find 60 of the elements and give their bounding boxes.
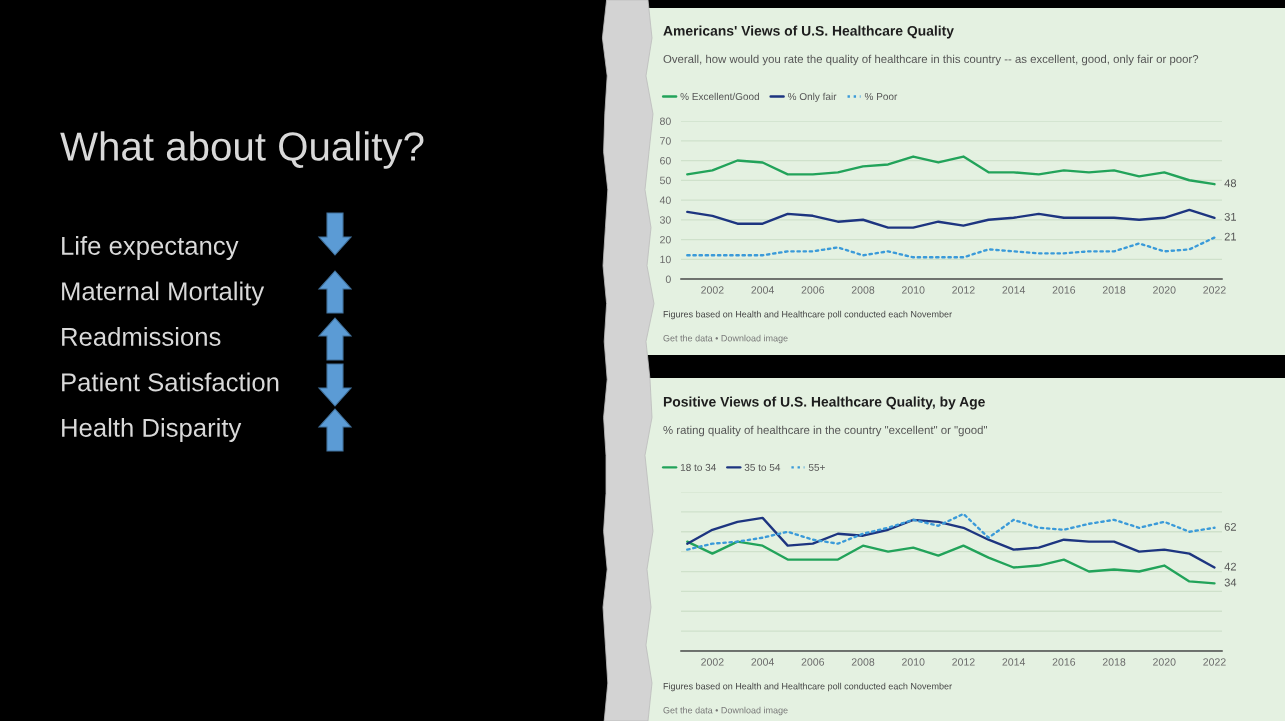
legend-label: 35 to 54 — [744, 463, 781, 471]
data-label: 31 — [1224, 212, 1237, 221]
x-tick-label: 2020 — [1153, 658, 1176, 666]
text: What about Quality? — [60, 131, 424, 169]
x-tick-label: 2022 — [1203, 658, 1226, 666]
y-tick-label: 50 — [659, 176, 671, 185]
y-tick-label: 80 — [660, 117, 671, 125]
y-tick-label: 40 — [659, 196, 671, 204]
x-tick-label: 2012 — [952, 286, 975, 294]
text: Life expectancy — [62, 236, 239, 260]
x-tick-label: 2012 — [952, 658, 975, 666]
text: Health Disparity — [62, 418, 242, 442]
line-series — [686, 208, 1216, 229]
chart-subtitle: % rating quality of healthcare in the country "excellent" or "good" — [663, 425, 988, 437]
legend-label: % Only fair — [787, 92, 837, 103]
y-tick-label: 10 — [660, 255, 671, 264]
chart-subtitle: Overall, how would you rate the quality of healthcare in this country -- as excellent, good, only fair or poor? — [663, 54, 1199, 66]
legend-label: 18 to 34 — [680, 463, 716, 471]
x-tick-label: 2016 — [1052, 658, 1076, 666]
x-tick-label: 2010 — [902, 286, 925, 294]
x-tick-label: 2016 — [1052, 286, 1076, 294]
chart-title: Positive Views of U.S. Healthcare Quality, by Age — [663, 396, 985, 410]
x-tick-label: 2004 — [751, 658, 775, 666]
x-tick-label: 2002 — [701, 658, 724, 666]
y-tick-label: 30 — [659, 216, 671, 224]
text: Patient Satisfaction — [62, 372, 279, 392]
x-tick-label: 2008 — [851, 286, 875, 294]
data-label: 21 — [1224, 232, 1237, 241]
legend-label: % Excellent/Good — [680, 92, 759, 101]
data-label: 42 — [1224, 562, 1236, 571]
x-tick-label: 2002 — [701, 286, 724, 294]
text: Figures based on Health and Healthcare poll conducted each November — [663, 310, 952, 320]
x-tick-label: 2020 — [1153, 286, 1176, 294]
line-series — [686, 155, 1216, 186]
data-label: 34 — [1224, 578, 1237, 587]
x-tick-label: 2018 — [1102, 286, 1126, 294]
y-tick-label: 70 — [660, 137, 671, 145]
y-tick-label: 0 — [665, 275, 671, 283]
x-tick-label: 2010 — [902, 658, 925, 666]
x-tick-label: 2006 — [801, 286, 825, 294]
x-tick-label: 2014 — [1002, 286, 1026, 294]
data-label: 62 — [1224, 522, 1236, 531]
data-label: 48 — [1224, 179, 1237, 188]
text: Readmissions — [62, 327, 221, 346]
text: Get the data • Download image — [663, 706, 788, 716]
chart-title: Americans' Views of U.S. Healthcare Quality — [663, 25, 954, 39]
x-tick-label: 2018 — [1102, 658, 1126, 666]
legend-label: 55+ — [808, 463, 825, 471]
y-tick-label: 60 — [660, 156, 671, 165]
legend-label: % Poor — [864, 93, 898, 101]
x-tick-label: 2022 — [1203, 286, 1226, 294]
text: Maternal Mortality — [62, 281, 265, 306]
y-tick-label: 20 — [660, 235, 671, 244]
x-tick-label: 2006 — [801, 658, 825, 666]
line-series — [686, 236, 1216, 259]
x-tick-label: 2014 — [1002, 658, 1026, 666]
x-tick-label: 2004 — [751, 286, 775, 294]
x-tick-label: 2008 — [851, 658, 875, 666]
text: Get the data • Download image — [663, 334, 788, 344]
text: Figures based on Health and Healthcare poll conducted each November — [663, 682, 952, 692]
